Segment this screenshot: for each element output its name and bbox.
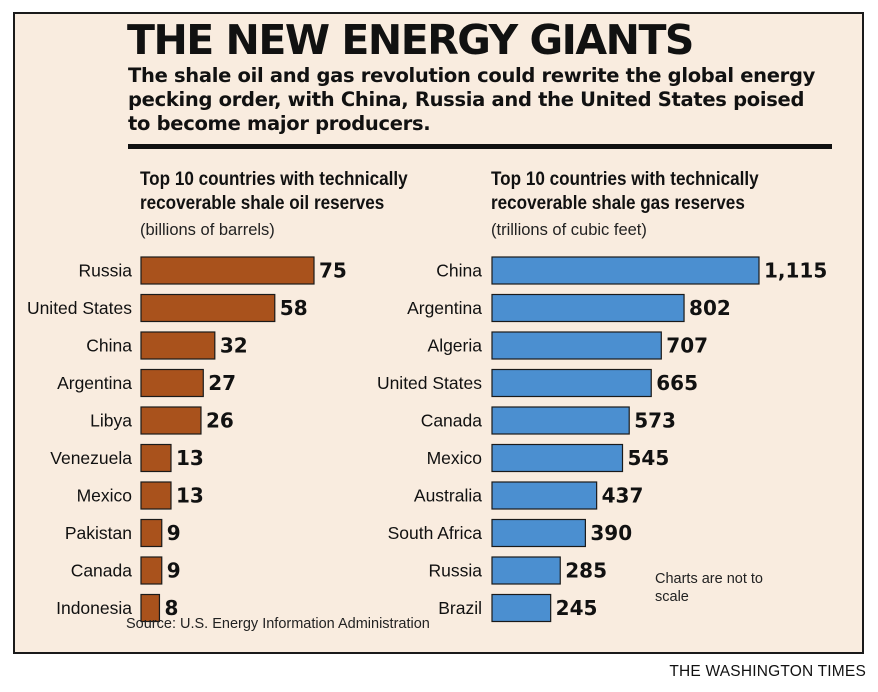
oil-category-label: Russia — [79, 261, 133, 281]
scale-note: Charts are not to scale — [655, 571, 763, 605]
oil-bar — [140, 518, 163, 548]
oil-value-label: 9 — [167, 559, 181, 583]
oil-bar — [140, 406, 202, 435]
oil-category-label: Venezuela — [50, 448, 132, 468]
gas-bar — [491, 331, 662, 360]
page-title: THE NEW ENERGY GIANTS — [127, 16, 694, 64]
oil-category-label: Canada — [71, 561, 133, 581]
oil-category-label: Mexico — [77, 486, 132, 506]
publisher-credit: THE WASHINGTON TIMES — [669, 663, 866, 680]
title-divider — [128, 144, 832, 149]
gas-value-label: 802 — [689, 296, 731, 320]
oil-category-label: Indonesia — [56, 598, 132, 618]
gas-bar — [491, 406, 630, 435]
oil-value-label: 58 — [280, 296, 308, 320]
oil-value-label: 26 — [206, 409, 234, 433]
oil-bar — [140, 443, 172, 473]
oil-bar — [140, 293, 276, 323]
oil-value-label: 9 — [167, 521, 181, 545]
gas-category-label: Algeria — [428, 336, 483, 356]
oil-chart-unit: (billions of barrels) — [140, 221, 275, 239]
gas-category-label: South Africa — [388, 523, 483, 543]
gas-value-label: 665 — [656, 371, 698, 395]
oil-category-label: Pakistan — [65, 523, 132, 543]
gas-chart-title: Top 10 countries with technically recove… — [491, 169, 759, 214]
gas-value-label: 1,115 — [764, 259, 827, 283]
gas-bar — [491, 593, 552, 623]
source-credit: Source: U.S. Energy Information Administ… — [126, 616, 430, 632]
gas-category-label: Australia — [414, 486, 482, 506]
oil-category-label: Argentina — [57, 373, 132, 393]
page-subtitle: The shale oil and gas revolution could r… — [128, 64, 816, 135]
oil-value-label: 8 — [164, 596, 178, 620]
gas-value-label: 285 — [565, 559, 607, 583]
gas-bar — [491, 256, 760, 285]
gas-bar — [491, 518, 586, 548]
oil-bar — [140, 368, 204, 398]
gas-bar — [491, 481, 598, 510]
oil-category-label: Libya — [90, 411, 132, 431]
oil-bar — [140, 331, 216, 360]
gas-bar — [491, 443, 624, 473]
oil-chart-title: Top 10 countries with technically recove… — [140, 169, 408, 214]
oil-bar — [140, 256, 315, 285]
oil-value-label: 13 — [176, 446, 204, 470]
gas-value-label: 545 — [628, 446, 670, 470]
gas-category-label: China — [436, 261, 482, 281]
oil-value-label: 32 — [220, 334, 248, 358]
gas-category-label: Argentina — [407, 298, 482, 318]
gas-value-label: 390 — [590, 521, 632, 545]
gas-bar — [491, 556, 561, 585]
oil-value-label: 27 — [208, 371, 236, 395]
oil-category-label: China — [86, 336, 132, 356]
oil-value-label: 75 — [319, 259, 347, 283]
gas-category-label: Mexico — [427, 448, 482, 468]
gas-bar — [491, 293, 685, 323]
oil-category-label: United States — [27, 298, 132, 318]
gas-category-label: Canada — [421, 411, 483, 431]
oil-bar — [140, 481, 172, 510]
gas-value-label: 245 — [556, 596, 598, 620]
gas-bar — [491, 368, 652, 398]
gas-chart-unit: (trillions of cubic feet) — [491, 221, 647, 239]
gas-value-label: 573 — [634, 409, 676, 433]
gas-category-label: Russia — [429, 561, 483, 581]
oil-value-label: 13 — [176, 484, 204, 508]
gas-category-label: Brazil — [438, 598, 482, 618]
gas-value-label: 707 — [666, 334, 708, 358]
oil-bar — [140, 556, 163, 585]
oil-bar — [140, 593, 161, 623]
gas-value-label: 437 — [602, 484, 644, 508]
gas-category-label: United States — [377, 373, 482, 393]
